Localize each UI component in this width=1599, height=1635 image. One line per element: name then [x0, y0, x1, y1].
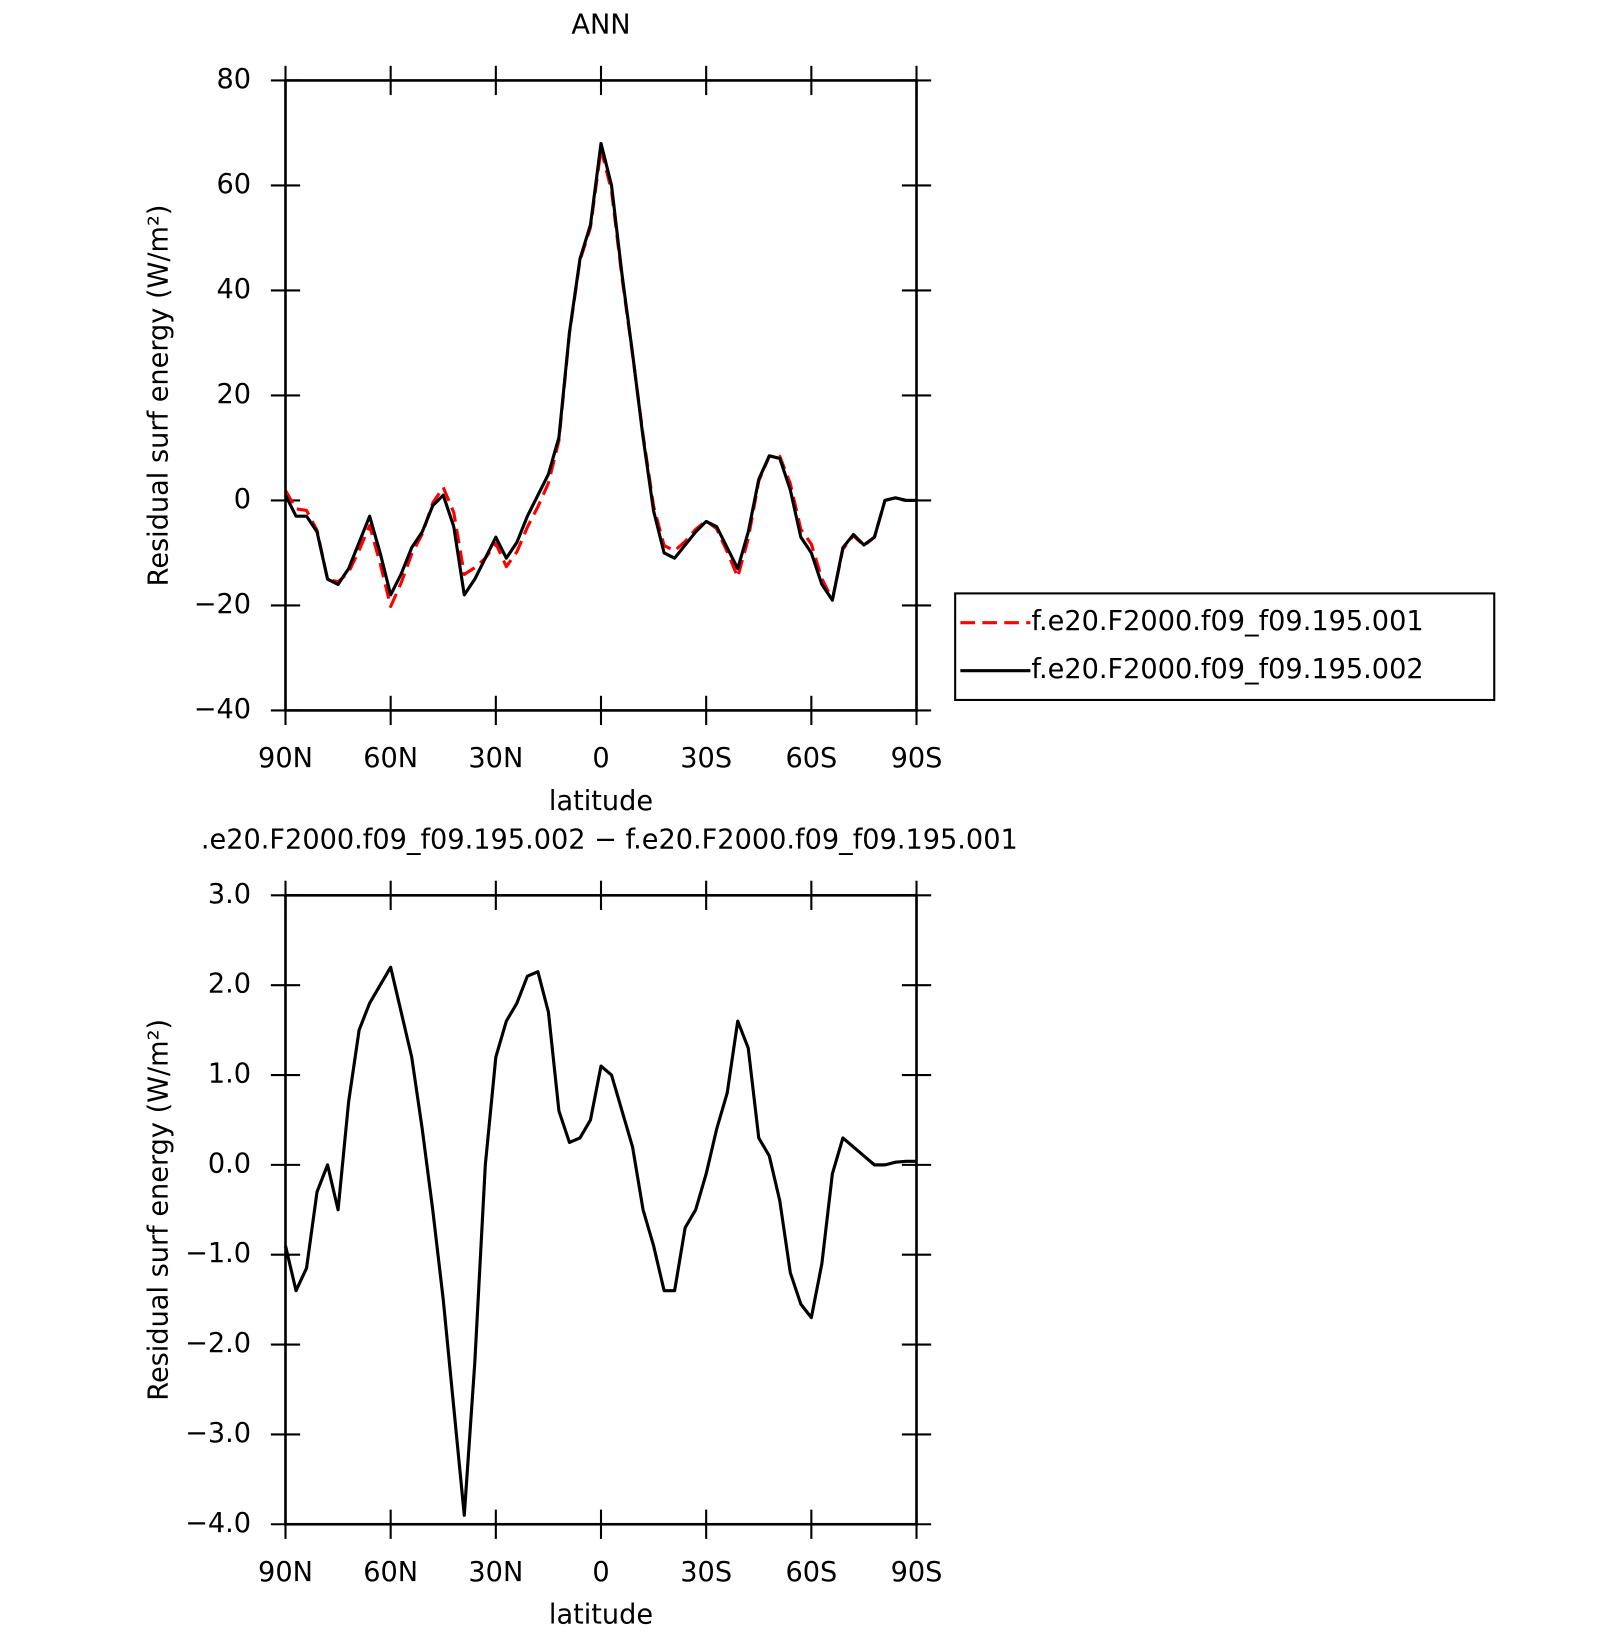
- chart-title: .e20.F2000.f09_f09.195.002 − f.e20.F2000…: [201, 825, 1018, 856]
- x-tick-label: 30N: [468, 743, 523, 774]
- x-tick-label: 90S: [891, 743, 943, 774]
- chart-title: ANN: [571, 10, 630, 41]
- y-tick-label: −1.0: [185, 1238, 251, 1269]
- legend-box: [954, 592, 1496, 702]
- y-tick-label: 3.0: [208, 879, 251, 910]
- x-tick-label: 90N: [258, 743, 313, 774]
- y-tick-label: 0: [234, 484, 251, 515]
- x-tick-label: 30S: [680, 1557, 732, 1588]
- plot-frame: [284, 894, 918, 1526]
- data-line: [283, 965, 917, 1517]
- y-axis-label: Residual surf energy (W/m²): [144, 205, 175, 587]
- y-tick-label: −4.0: [185, 1508, 251, 1539]
- x-tick-label: 0: [592, 743, 609, 774]
- x-tick-label: 60N: [363, 743, 418, 774]
- y-tick-label: −20: [194, 589, 251, 620]
- x-tick-label: 90S: [891, 1557, 943, 1588]
- y-tick-label: 2.0: [208, 969, 251, 1000]
- x-tick-label: 60S: [785, 743, 837, 774]
- y-tick-label: 80: [216, 64, 251, 95]
- x-tick-label: 60N: [363, 1557, 418, 1588]
- x-axis-label: latitude: [549, 1600, 653, 1631]
- data-line: [284, 147, 917, 609]
- x-tick-label: 90N: [258, 1557, 313, 1588]
- data-line: [284, 141, 917, 602]
- y-tick-label: 40: [216, 274, 251, 305]
- y-tick-label: −40: [194, 694, 251, 725]
- y-tick-label: 20: [216, 379, 251, 410]
- plot-frame: [284, 79, 918, 712]
- y-tick-label: 1.0: [208, 1059, 251, 1090]
- y-axis-label: Residual surf energy (W/m²): [144, 1019, 175, 1401]
- x-tick-label: 0: [592, 1557, 609, 1588]
- legend-label: f.e20.F2000.f09_f09.195.002: [1031, 654, 1423, 685]
- x-axis-label: latitude: [549, 786, 653, 817]
- x-tick-label: 60S: [785, 1557, 837, 1588]
- y-tick-label: 60: [216, 169, 251, 200]
- y-tick-label: −2.0: [185, 1328, 251, 1359]
- x-tick-label: 30N: [468, 1557, 523, 1588]
- y-tick-label: 0.0: [208, 1148, 251, 1179]
- x-tick-label: 30S: [680, 743, 732, 774]
- legend-label: f.e20.F2000.f09_f09.195.001: [1031, 606, 1423, 637]
- y-tick-label: −3.0: [185, 1418, 251, 1449]
